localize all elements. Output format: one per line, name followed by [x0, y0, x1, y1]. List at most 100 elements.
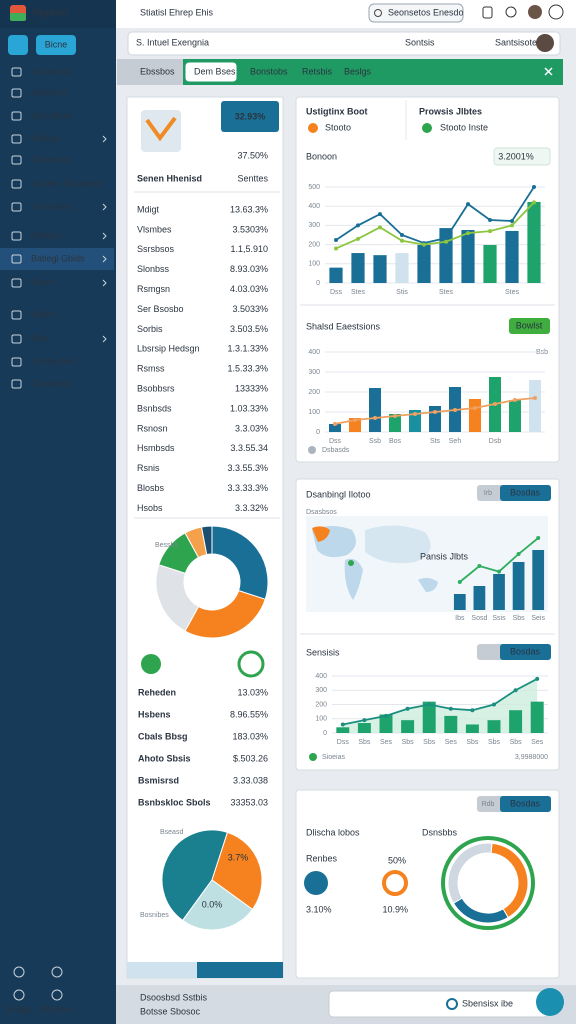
x-tick-label: Ssis	[492, 615, 506, 622]
nav-item: Smrfisdtets	[31, 356, 77, 366]
donut-outline	[441, 836, 535, 930]
active-item	[0, 248, 114, 270]
nav-icon	[11, 357, 22, 367]
avatar[interactable]	[536, 34, 554, 52]
line-point	[413, 412, 417, 416]
toggle-active[interactable]	[500, 644, 551, 660]
x-tick-label: Stes	[439, 289, 454, 296]
menu-icon[interactable]	[8, 35, 28, 55]
section-title: Bonoon	[306, 151, 337, 161]
card-title: Dlischa lobos	[306, 827, 360, 837]
line	[335, 201, 535, 250]
badge-label: Bowlst	[516, 320, 543, 330]
x-tick-label: Ses	[531, 739, 544, 746]
line-point	[444, 239, 448, 244]
row-name: Mdigt	[137, 204, 160, 214]
nav-item: Somencial	[31, 66, 73, 76]
x-tick-label: Bos	[389, 438, 402, 445]
row-value: 13.63.3%	[230, 204, 268, 214]
icon[interactable]	[482, 6, 493, 19]
row-name: Blosbs	[137, 483, 165, 493]
nav-item: Dorsdiboro	[31, 378, 75, 388]
line-point	[362, 718, 367, 723]
legend-label: Dsbasds	[322, 447, 350, 454]
line-point	[493, 402, 497, 406]
line-point	[513, 398, 517, 402]
line-point	[466, 231, 470, 236]
bar	[469, 399, 481, 432]
row-name: Hsbens	[138, 709, 171, 719]
report-icon-mark	[145, 116, 177, 142]
line-point	[470, 708, 475, 713]
row-name: Ser Bsosbo	[137, 304, 184, 314]
avatar[interactable]	[548, 4, 564, 20]
card-title: Prowsis Jlbtes	[419, 106, 482, 116]
sidebar-button[interactable]	[36, 35, 76, 55]
row-value: 8.93.03%	[230, 264, 268, 274]
y-tick-label: 300	[315, 687, 327, 694]
x-tick-label: Dss	[330, 289, 343, 296]
bar	[329, 424, 341, 432]
bar	[329, 267, 343, 283]
tab-strip	[117, 59, 563, 85]
chevron	[102, 135, 107, 143]
heading: Senen Hhenisd	[137, 173, 202, 183]
row-name: Sorbis	[137, 324, 163, 334]
bar	[473, 586, 486, 610]
line-point	[510, 223, 514, 228]
icon[interactable]	[51, 989, 63, 1001]
bar	[409, 410, 421, 432]
slice-label: 3.7%	[228, 852, 249, 862]
row-value: 3.503.5%	[230, 324, 268, 334]
line-point	[405, 706, 410, 711]
metric-label: Renbes	[306, 853, 338, 863]
nav-icon	[11, 334, 22, 344]
tab-active[interactable]	[184, 61, 238, 83]
line-point	[353, 418, 357, 422]
line-point	[400, 233, 404, 237]
x-tick-label: Stis	[396, 289, 408, 296]
line-point	[444, 236, 448, 241]
line	[335, 186, 535, 245]
map-shape	[418, 577, 438, 592]
x-tick-label: Sbs	[510, 739, 523, 746]
badge-value: 32.93%	[235, 111, 266, 121]
toggle-active[interactable]	[500, 796, 551, 812]
icon[interactable]	[13, 989, 25, 1001]
logo-icon-part	[10, 13, 26, 21]
x-tick-label: Ibs	[455, 615, 465, 622]
line-point	[453, 408, 457, 412]
avatar[interactable]	[528, 5, 542, 19]
chart-label: Bosnibes	[140, 912, 169, 919]
line-point	[513, 688, 518, 693]
x-tick-label: Stes	[505, 289, 520, 296]
toggle-active[interactable]	[500, 485, 551, 501]
close-icon	[544, 67, 553, 76]
line-point	[516, 552, 521, 556]
search-box[interactable]	[368, 3, 464, 23]
line-point	[422, 242, 426, 247]
bar	[530, 701, 544, 733]
x-tick-label: Sts	[430, 438, 441, 445]
x-tick-label: Dss	[337, 739, 350, 746]
icon[interactable]	[51, 966, 63, 978]
bar	[487, 720, 501, 733]
footer-button[interactable]	[328, 990, 549, 1018]
fab[interactable]	[536, 988, 564, 1016]
line-point	[448, 706, 453, 711]
toggle-label: Bosdas	[510, 487, 541, 497]
x-tick-label: Stes	[351, 289, 366, 296]
nav-icon	[11, 134, 22, 144]
line-point	[488, 229, 492, 234]
chevron	[102, 335, 107, 343]
icon[interactable]	[505, 6, 517, 18]
icon[interactable]	[13, 966, 25, 978]
row-value: 1.5.33.3%	[227, 364, 268, 374]
y-tick-label: 0	[316, 280, 320, 287]
line-point	[477, 564, 482, 568]
nav-icon	[11, 379, 22, 389]
line-point	[433, 410, 437, 414]
toolbar	[127, 31, 561, 56]
nav-icon	[11, 278, 22, 288]
row-value: $.503.26	[233, 753, 268, 763]
